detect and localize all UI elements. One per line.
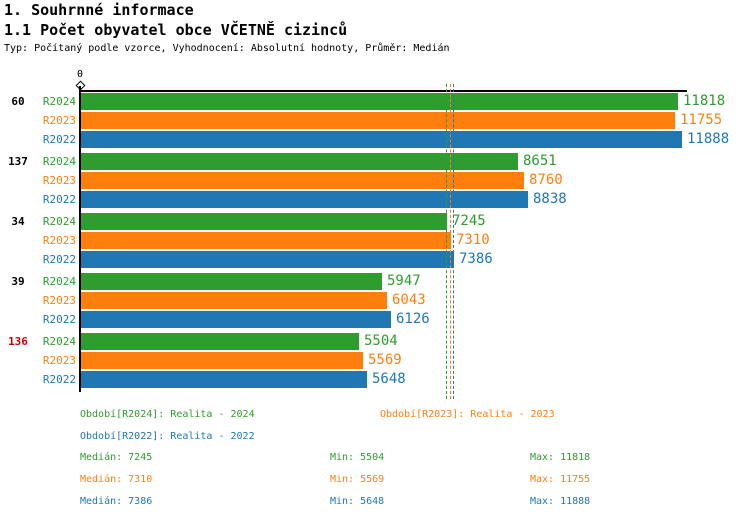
stat-min-R2023: Min: 5569 [330,474,385,485]
stat-max-R2022: Max: 11888 [530,496,591,507]
bar-R2023 [81,112,675,129]
series-row-label: R2022 [42,193,76,206]
bar-R2024 [81,273,382,290]
legend-R2022: Období[R2022]: Realita - 2022 [80,431,255,442]
bar-R2022 [81,251,454,268]
group-label: 34 [11,215,25,228]
bar-value-label: 5504 [364,333,398,349]
stat-min-R2024: Min: 5504 [330,452,385,463]
bar-R2024 [81,93,678,110]
series-row-label: R2023 [42,114,76,127]
x-axis-origin-label: 0 [76,69,84,80]
stat-median-R2024: Medián: 7245 [80,452,153,463]
bar-value-label: 8651 [523,153,557,169]
bar-value-label: 7245 [452,213,486,229]
series-row-label: R2024 [42,215,76,228]
section-subtitle: 1.1 Počet obyvatel obce VČETNĚ cizinců [4,21,348,39]
bar-R2022 [81,131,682,148]
series-row-label: R2024 [42,335,76,348]
bar-value-label: 8838 [533,191,567,207]
series-row-label: R2023 [42,174,76,187]
bar-value-label: 6126 [396,311,430,327]
bar-value-label: 5648 [372,371,406,387]
group-label: 39 [11,275,25,288]
bar-R2023 [81,172,524,189]
bar-value-label: 7310 [456,232,490,248]
stat-median-R2023: Medián: 7310 [80,474,153,485]
bar-R2023 [81,352,363,369]
series-row-label: R2022 [42,373,76,386]
chart-meta-line: Typ: Počítaný podle vzorce, Vyhodnocení:… [4,43,450,54]
series-row-label: R2024 [42,275,76,288]
bar-value-label: 7386 [459,251,493,267]
bar-R2023 [81,292,387,309]
legend-R2024: Období[R2024]: Realita - 2024 [80,409,255,420]
series-row-label: R2023 [42,294,76,307]
bar-value-label: 5947 [387,273,421,289]
bar-value-label: 11888 [687,131,730,147]
bar-value-label: 11818 [683,93,726,109]
series-row-label: R2022 [42,253,76,266]
series-row-label: R2022 [42,133,76,146]
bar-R2022 [81,191,528,208]
median-line-R2024 [446,84,447,399]
bar-R2024 [81,333,359,350]
y-axis-line [79,86,81,392]
stat-min-R2022: Min: 5648 [330,496,385,507]
bar-R2022 [81,371,367,388]
group-label: 60 [11,95,25,108]
bar-value-label: 11755 [680,112,723,128]
group-label: 136 [8,335,28,348]
x-axis-line [79,90,687,92]
bar-R2024 [81,153,518,170]
group-label: 137 [8,155,28,168]
series-row-label: R2022 [42,313,76,326]
median-line-R2022 [453,84,454,399]
bar-R2023 [81,232,451,249]
series-row-label: R2024 [42,95,76,108]
series-row-label: R2023 [42,354,76,367]
legend-R2023: Období[R2023]: Realita - 2023 [380,409,555,420]
median-line-R2023 [450,84,451,399]
series-row-label: R2023 [42,234,76,247]
stat-max-R2024: Max: 11818 [530,452,591,463]
bar-R2022 [81,311,391,328]
bar-value-label: 8760 [529,172,563,188]
page-title: 1. Souhrnné informace [4,1,194,19]
bar-R2024 [81,213,447,230]
stat-median-R2022: Medián: 7386 [80,496,153,507]
bar-value-label: 6043 [392,292,426,308]
stat-max-R2023: Max: 11755 [530,474,591,485]
bar-value-label: 5569 [368,352,402,368]
series-row-label: R2024 [42,155,76,168]
